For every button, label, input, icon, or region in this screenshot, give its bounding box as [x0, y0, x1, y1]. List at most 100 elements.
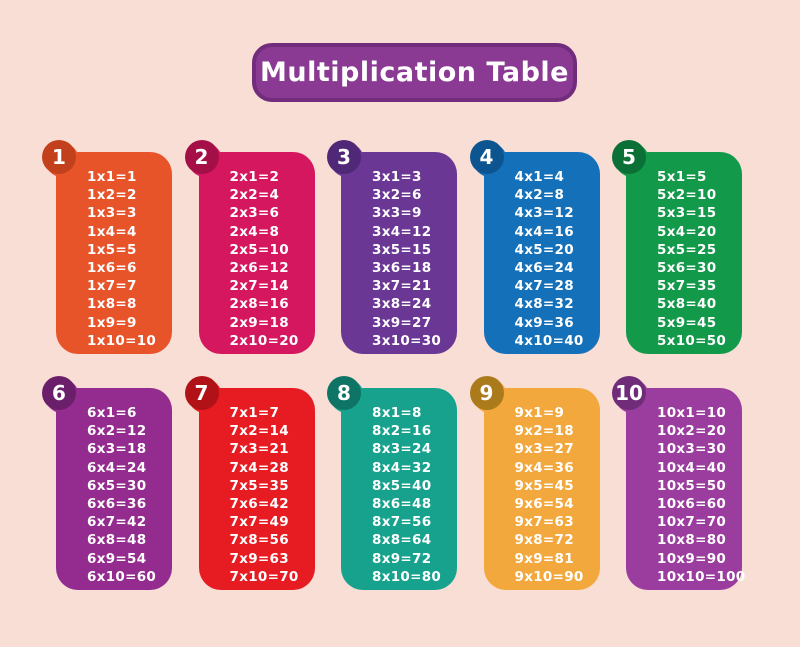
fact-line: 4x2=8 — [514, 187, 565, 204]
fact-line: 1x5=5 — [87, 241, 137, 258]
facts-list: 6x1=6 6x2=12 6x3=18 6x4=24 6x5=30 6x6=36 6x7=4… — [56, 388, 172, 586]
fact-line: 3x9=27 — [372, 314, 432, 331]
times-table-card-8: 8 8x1=8 8x2=16 8x3=24 8x4=32 8x5=40 8x6=48 8x7… — [327, 376, 457, 590]
fact-line: 3x1=3 — [372, 169, 422, 185]
card-number-badge-5: 5 — [612, 140, 646, 174]
fact-line: 4x1=4 — [514, 169, 565, 185]
page-title: Multiplication Table — [252, 43, 577, 102]
fact-line: 2x6=12 — [229, 260, 289, 277]
fact-line: 10x1=10 — [657, 405, 727, 421]
fact-line: 5x6=30 — [657, 260, 717, 277]
fact-line: 3x7=21 — [372, 278, 432, 295]
times-table-card-4: 4 4x1=4 4x2=8 4x3=12 4x4=16 4x5=20 4x6=24 4x7=… — [469, 140, 600, 354]
card-number-badge-10: 10 — [612, 376, 646, 410]
fact-line: 10x2=20 — [657, 423, 727, 440]
times-table-card-1: 1 1x1=1 1x2=2 1x3=3 1x4=4 1x5=5 1x6=6 1x7=7 1x8… — [42, 140, 172, 354]
fact-line: 5x9=45 — [657, 314, 717, 331]
fact-line: 9x8=72 — [514, 532, 574, 549]
fact-line: 9x2=18 — [514, 423, 574, 440]
fact-line: 6x8=48 — [87, 532, 147, 549]
fact-line: 3x6=18 — [372, 260, 432, 277]
fact-line: 6x10=60 — [87, 568, 157, 585]
card-number-badge-3: 3 — [327, 140, 361, 174]
fact-line: 10x9=90 — [657, 550, 727, 567]
card-number-badge-6: 6 — [42, 376, 76, 410]
times-table-card-3: 3 3x1=3 3x2=6 3x3=9 3x4=12 3x5=15 3x6=18 3x7=2… — [327, 140, 457, 354]
times-table-card-10: 10 10x1=10 10x2=20 10x3=30 10x4=40 10x5=50 10… — [612, 376, 745, 590]
fact-line: 2x5=10 — [229, 241, 289, 258]
times-table-card-5: 5 5x1=5 5x2=10 5x3=15 5x4=20 5x5=25 5x6=30 5x7… — [612, 140, 742, 354]
fact-line: 6x1=6 — [87, 405, 137, 421]
fact-line: 3x8=24 — [372, 296, 432, 313]
fact-line: 1x3=3 — [87, 205, 137, 222]
fact-line: 2x2=4 — [229, 187, 280, 204]
fact-line: 5x4=20 — [657, 223, 717, 240]
fact-line: 1x1=1 — [87, 169, 137, 185]
cards-grid: 1 1x1=1 1x2=2 1x3=3 1x4=4 1x5=5 1x6=6 1x7=7 1x8… — [42, 140, 745, 590]
fact-line: 4x9=36 — [514, 314, 574, 331]
fact-line: 5x3=15 — [657, 205, 717, 222]
fact-line: 8x2=16 — [372, 423, 432, 440]
fact-line: 5x1=5 — [657, 169, 707, 185]
fact-line: 7x4=28 — [229, 459, 289, 476]
card-number-badge-1: 1 — [42, 140, 76, 174]
fact-line: 1x8=8 — [87, 296, 137, 313]
facts-list: 4x1=4 4x2=8 4x3=12 4x4=16 4x5=20 4x6=24 4x7=28… — [484, 152, 600, 350]
fact-line: 5x5=25 — [657, 241, 717, 258]
fact-line: 8x9=72 — [372, 550, 432, 567]
fact-line: 5x7=35 — [657, 278, 717, 295]
fact-line: 7x8=56 — [229, 532, 289, 549]
fact-line: 1x6=6 — [87, 260, 137, 277]
fact-line: 9x7=63 — [514, 514, 574, 531]
fact-line: 2x9=18 — [229, 314, 289, 331]
fact-line: 6x4=24 — [87, 459, 147, 476]
fact-line: 7x6=42 — [229, 496, 289, 513]
card-number-badge-8: 8 — [327, 376, 361, 410]
fact-line: 10x7=70 — [657, 514, 727, 531]
fact-line: 7x9=63 — [229, 550, 289, 567]
fact-line: 10x5=50 — [657, 477, 727, 494]
fact-line: 1x9=9 — [87, 314, 137, 331]
fact-line: 4x6=24 — [514, 260, 574, 277]
fact-line: 6x7=42 — [87, 514, 147, 531]
fact-line: 9x10=90 — [514, 568, 584, 585]
fact-line: 6x3=18 — [87, 441, 147, 458]
fact-line: 4x8=32 — [514, 296, 574, 313]
times-table-card-9: 9 9x1=9 9x2=18 9x3=27 9x4=36 9x5=45 9x6=54 9x7… — [469, 376, 600, 590]
times-table-card-7: 7 7x1=7 7x2=14 7x3=21 7x4=28 7x5=35 7x6=42 7x7… — [184, 376, 315, 590]
page-title-text: Multiplication Table — [260, 57, 569, 88]
fact-line: 2x10=20 — [229, 332, 299, 349]
facts-list: 1x1=1 1x2=2 1x3=3 1x4=4 1x5=5 1x6=6 1x7=7 1x8=8… — [56, 152, 172, 350]
fact-line: 9x9=81 — [514, 550, 574, 567]
fact-line: 8x5=40 — [372, 477, 432, 494]
fact-line: 8x8=64 — [372, 532, 432, 549]
fact-line: 9x6=54 — [514, 496, 574, 513]
fact-line: 8x3=24 — [372, 441, 432, 458]
fact-line: 8x6=48 — [372, 496, 432, 513]
fact-line: 9x5=45 — [514, 477, 574, 494]
times-table-card-6: 6 6x1=6 6x2=12 6x3=18 6x4=24 6x5=30 6x6=36 6x7… — [42, 376, 172, 590]
fact-line: 5x8=40 — [657, 296, 717, 313]
fact-line: 5x2=10 — [657, 187, 717, 204]
fact-line: 7x1=7 — [229, 405, 280, 421]
facts-list: 8x1=8 8x2=16 8x3=24 8x4=32 8x5=40 8x6=48 8x7=5… — [341, 388, 457, 586]
fact-line: 7x10=70 — [229, 568, 299, 585]
fact-line: 3x3=9 — [372, 205, 422, 222]
fact-line: 7x2=14 — [229, 423, 289, 440]
fact-line: 2x8=16 — [229, 296, 289, 313]
fact-line: 2x4=8 — [229, 223, 280, 240]
facts-list: 5x1=5 5x2=10 5x3=15 5x4=20 5x5=25 5x6=30 5x7=3… — [626, 152, 742, 350]
fact-line: 6x6=36 — [87, 496, 147, 513]
facts-list: 2x1=2 2x2=4 2x3=6 2x4=8 2x5=10 2x6=12 2x7=14 2x… — [199, 152, 315, 350]
facts-list: 7x1=7 7x2=14 7x3=21 7x4=28 7x5=35 7x6=42 7x7=4… — [199, 388, 315, 586]
fact-line: 8x7=56 — [372, 514, 432, 531]
fact-line: 2x3=6 — [229, 205, 280, 222]
fact-line: 7x7=49 — [229, 514, 289, 531]
fact-line: 1x4=4 — [87, 223, 137, 240]
card-number-badge-9: 9 — [469, 376, 504, 410]
fact-line: 8x1=8 — [372, 405, 422, 421]
fact-line: 4x4=16 — [514, 223, 574, 240]
fact-line: 6x5=30 — [87, 477, 147, 494]
card-number-badge-4: 4 — [469, 140, 504, 174]
